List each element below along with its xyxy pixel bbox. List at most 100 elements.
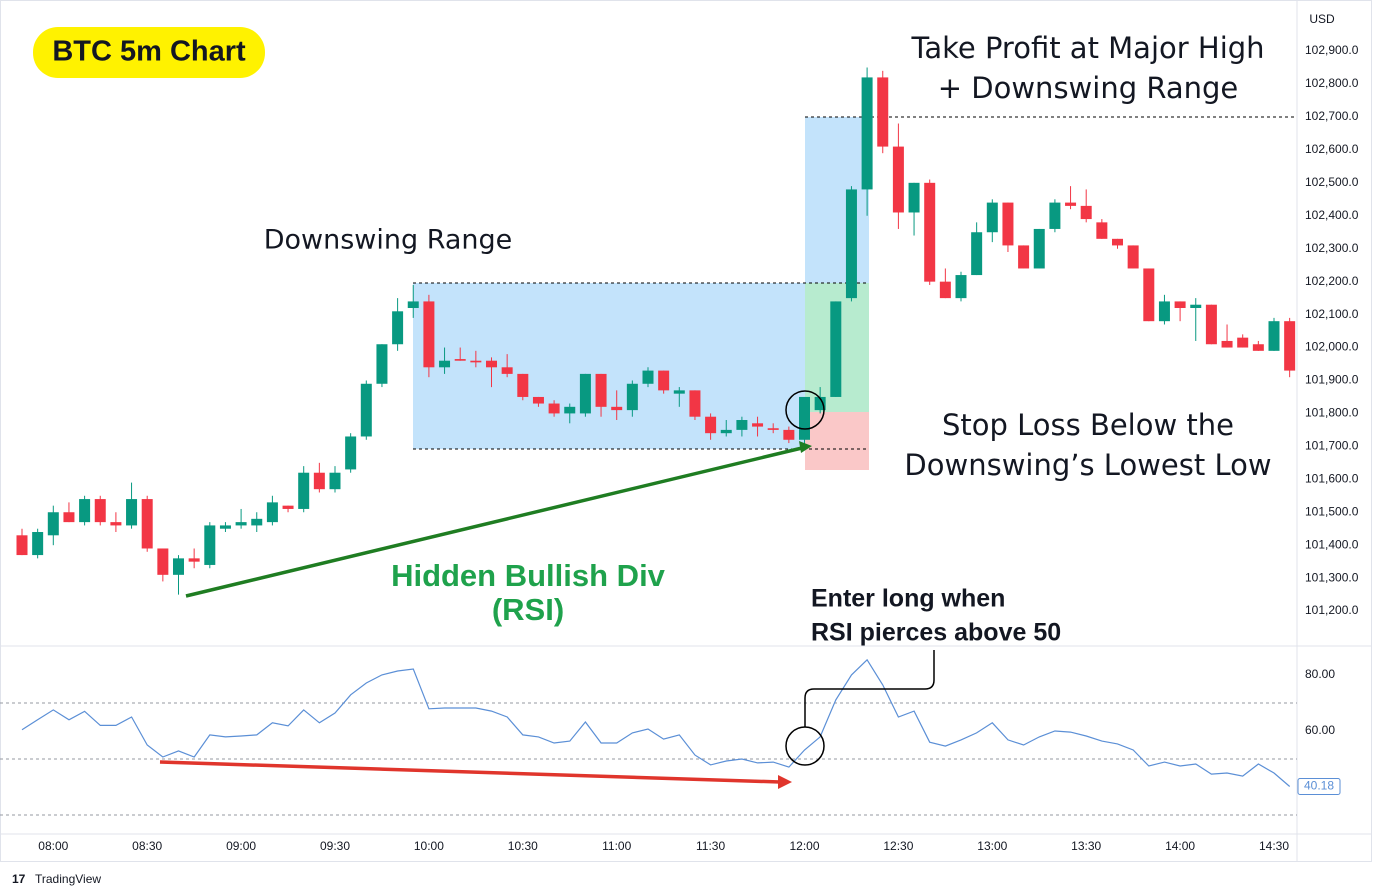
y-tick-label: 102,400.0 bbox=[1305, 208, 1359, 222]
candle-body bbox=[1143, 268, 1155, 322]
candle-body bbox=[1190, 304, 1202, 309]
candle-body bbox=[63, 512, 75, 523]
title-badge bbox=[33, 27, 265, 78]
currency-label: USD bbox=[1309, 12, 1335, 26]
loss-zone bbox=[805, 412, 869, 470]
candle-body bbox=[1221, 340, 1233, 348]
annotation: RSI pierces above 50 bbox=[811, 619, 1061, 647]
candle-body bbox=[32, 532, 44, 556]
y-tick-label: 102,100.0 bbox=[1305, 307, 1359, 321]
rsi-divergence-line bbox=[159, 760, 781, 784]
y-tick-label: 101,500.0 bbox=[1305, 504, 1359, 518]
y-tick-label: 101,400.0 bbox=[1305, 537, 1359, 551]
candle-body bbox=[470, 360, 482, 363]
entry-circle bbox=[785, 390, 825, 430]
x-tick-label: 12:00 bbox=[789, 839, 819, 853]
y-tick-label: 102,300.0 bbox=[1305, 241, 1359, 255]
frame bbox=[0, 0, 1372, 862]
annotation: Hidden Bullish Div bbox=[391, 558, 666, 593]
annotation: Take Profit at Major High bbox=[910, 31, 1264, 65]
last-value-label: 40.18 bbox=[1304, 779, 1334, 793]
candle-body bbox=[266, 502, 278, 523]
candle-body bbox=[955, 275, 967, 299]
candle-body bbox=[767, 428, 779, 430]
plot: 101,200.0 101,300.0 101,400.0 101,500.0 101,… bbox=[0, 43, 1359, 853]
candle-body bbox=[79, 499, 91, 523]
x-tick-label: 14:00 bbox=[1165, 839, 1195, 853]
x-tick-label: 12:30 bbox=[883, 839, 913, 853]
candle-body bbox=[1002, 202, 1014, 246]
candle-body bbox=[1127, 245, 1139, 269]
candle-body bbox=[1268, 321, 1280, 351]
candle-body bbox=[720, 429, 732, 434]
candle-body bbox=[752, 423, 764, 427]
candle-body bbox=[564, 406, 576, 414]
y-tick-label: 101,200.0 bbox=[1305, 603, 1359, 617]
x-tick-label: 11:00 bbox=[602, 839, 631, 853]
candle-body bbox=[579, 373, 591, 414]
x-tick-label: 08:30 bbox=[132, 839, 162, 853]
candle-body bbox=[673, 390, 685, 394]
candle-body bbox=[986, 202, 998, 233]
annotation: Downswing’s Lowest Low bbox=[904, 448, 1271, 482]
candle-body bbox=[94, 499, 106, 523]
candle-body bbox=[626, 383, 638, 411]
candle-body bbox=[1049, 202, 1061, 229]
candle-body bbox=[486, 360, 497, 368]
candle-body bbox=[16, 535, 28, 556]
candle-body bbox=[454, 359, 466, 361]
candle-body bbox=[188, 558, 200, 562]
candle-body bbox=[313, 472, 325, 490]
candle-body bbox=[845, 189, 857, 299]
candle-body bbox=[298, 472, 310, 509]
candle-body bbox=[517, 373, 529, 397]
y-tick-label: 102,700.0 bbox=[1305, 109, 1359, 123]
candle-body bbox=[1158, 301, 1170, 322]
candle-body bbox=[689, 390, 701, 417]
candle-body bbox=[173, 558, 184, 575]
annotation: Downswing Range bbox=[264, 225, 513, 256]
y-tick-label: 101,600.0 bbox=[1305, 471, 1359, 485]
candle-body bbox=[861, 77, 873, 190]
candle-body bbox=[1080, 205, 1092, 220]
y-tick-label: 102,000.0 bbox=[1305, 340, 1359, 354]
candle-body bbox=[830, 301, 842, 397]
rsi-line bbox=[21, 658, 1291, 787]
title: BTC 5m Chart bbox=[52, 36, 246, 68]
candle-body bbox=[877, 77, 889, 147]
arrowhead bbox=[799, 441, 812, 453]
x-tick-label: 10:00 bbox=[414, 839, 444, 853]
candle-body bbox=[924, 182, 936, 282]
x-tick-label: 13:00 bbox=[977, 839, 1007, 853]
y-tick-label: 102,500.0 bbox=[1305, 175, 1359, 189]
candle-body bbox=[329, 472, 341, 490]
candle-body bbox=[110, 522, 122, 526]
last-value-tag bbox=[1297, 778, 1341, 796]
x-tick-label: 13:30 bbox=[1071, 839, 1101, 853]
y-tick-label: 102,200.0 bbox=[1305, 274, 1359, 288]
candle-body bbox=[1033, 228, 1045, 269]
y-tick-label: 101,300.0 bbox=[1305, 570, 1359, 584]
overlays: BTC 5m Chart Downswing Range Take Profit… bbox=[12, 12, 1335, 886]
candle-body bbox=[1065, 202, 1077, 206]
x-tick-label: 14:30 bbox=[1259, 839, 1289, 853]
candle-body bbox=[126, 499, 138, 526]
candle-body bbox=[892, 146, 904, 213]
y-tick-label: 102,800.0 bbox=[1305, 76, 1359, 90]
y-tick-label: 101,800.0 bbox=[1305, 406, 1359, 420]
candle-body bbox=[595, 373, 607, 407]
candle-body bbox=[235, 522, 247, 526]
candle-body bbox=[658, 370, 670, 391]
brand-name: TradingView bbox=[35, 872, 101, 886]
candle-body bbox=[141, 499, 153, 549]
candle-body bbox=[908, 182, 920, 213]
target-zone bbox=[805, 117, 869, 283]
divergence-line bbox=[185, 446, 803, 598]
candle-body bbox=[783, 429, 795, 440]
candle-body bbox=[1252, 344, 1264, 351]
candle-body bbox=[282, 505, 294, 509]
candle-body bbox=[345, 436, 357, 470]
candle-body bbox=[814, 396, 826, 411]
candle-body bbox=[611, 406, 623, 411]
